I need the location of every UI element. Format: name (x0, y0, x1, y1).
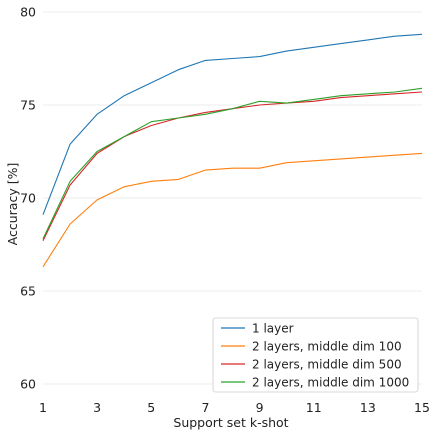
legend-label-1: 2 layers, middle dim 100 (252, 339, 402, 353)
y-tick-label-4: 80 (20, 5, 36, 20)
y-tick-label-2: 70 (20, 191, 36, 206)
legend-frame (212, 317, 419, 393)
x-tick-label-6: 13 (360, 400, 376, 415)
legend-label-2: 2 layers, middle dim 500 (252, 357, 402, 371)
y-axis-label: Accuracy [%] (5, 163, 20, 246)
x-tick-label-7: 15 (414, 400, 430, 415)
series-lines (42, 33, 423, 268)
series-line-2 (42, 91, 423, 242)
legend-label-0: 1 layer (252, 321, 294, 335)
x-tick-label-5: 11 (306, 400, 322, 415)
x-tick-label-3: 7 (201, 400, 209, 415)
y-tick-label-0: 60 (20, 377, 36, 392)
series-line-1 (42, 152, 423, 268)
series-line-3 (42, 87, 423, 240)
x-tick-label-1: 3 (93, 400, 101, 415)
x-axis-label: Support set k-shot (173, 415, 288, 430)
legend: 1 layer 2 layers, middle dim 100 2 layers,… (212, 317, 419, 393)
legend-label-3: 2 layers, middle dim 1000 (252, 375, 409, 389)
x-tick-label-2: 5 (147, 400, 155, 415)
x-tick-label-0: 1 (39, 400, 47, 415)
y-tick-label-1: 65 (20, 284, 36, 299)
y-tick-label-3: 75 (20, 98, 36, 113)
series-line-0 (42, 33, 423, 215)
x-tick-label-4: 9 (256, 400, 264, 415)
